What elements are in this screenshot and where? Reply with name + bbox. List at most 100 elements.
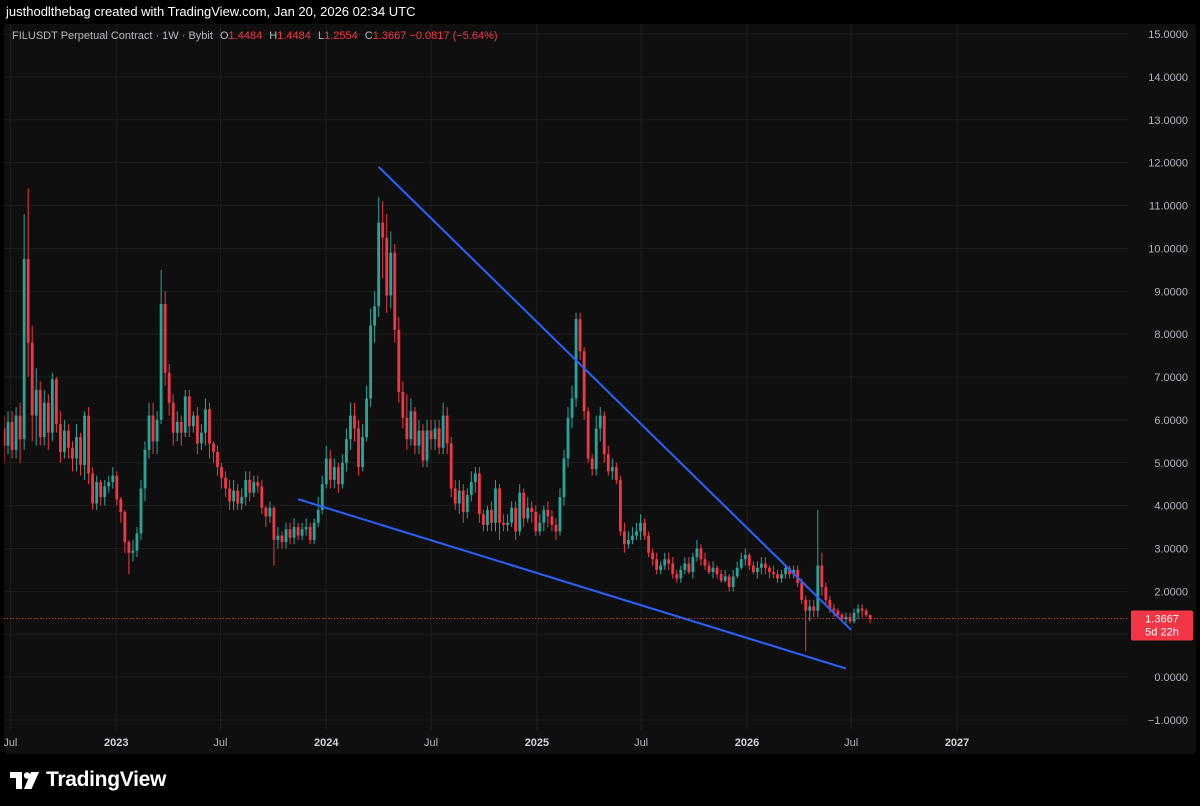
candle-up xyxy=(695,539,699,562)
candle-down xyxy=(328,449,332,489)
candle-body xyxy=(272,507,276,540)
candle-body xyxy=(87,415,91,474)
symbol-legend: FILUSDT Perpetual Contract · 1W · Bybit … xyxy=(12,30,498,42)
candle-body xyxy=(494,488,497,523)
candle-down xyxy=(647,531,650,558)
candle-body xyxy=(590,458,594,470)
candle-up xyxy=(22,214,26,450)
candle-body xyxy=(22,259,26,440)
candle-body xyxy=(566,417,570,459)
candle-body xyxy=(437,428,441,448)
candle-body xyxy=(743,554,747,560)
candle-down xyxy=(58,411,62,463)
candle-down xyxy=(18,402,22,463)
candle-up xyxy=(755,561,759,579)
candle-body xyxy=(812,606,816,611)
candle-body xyxy=(135,533,139,551)
candle-down xyxy=(667,552,671,570)
candle-body xyxy=(212,443,215,453)
candle-down xyxy=(216,445,219,476)
x-tick-label: Jul xyxy=(634,737,648,749)
candle-down xyxy=(747,552,751,570)
candlestick-chart[interactable]: 15.0000 14.0000 13.0000 12.0000 11.0000 10.00… xyxy=(4,24,1196,754)
candle-up xyxy=(276,527,280,549)
candle-down xyxy=(393,244,397,343)
candle-down xyxy=(413,407,417,455)
candle-body xyxy=(393,252,397,330)
y-tick-label: 9.0000 xyxy=(1154,286,1188,298)
candle-body xyxy=(171,402,175,433)
candle-down xyxy=(824,582,828,605)
candle-body xyxy=(336,467,340,485)
y-tick-label: 3.0000 xyxy=(1154,544,1188,556)
candle-body xyxy=(699,548,703,560)
candle-up xyxy=(316,497,320,528)
candle-down xyxy=(582,346,586,420)
candle-body xyxy=(260,486,264,508)
candle-down xyxy=(832,604,836,618)
candle-up xyxy=(14,407,18,459)
y-tick-label: 15.0000 xyxy=(1148,29,1188,41)
candle-body xyxy=(751,565,755,573)
candle-body xyxy=(477,473,481,515)
candle-body xyxy=(421,430,425,461)
candle-down xyxy=(804,595,808,652)
candle-up xyxy=(598,407,602,442)
candle-down xyxy=(151,402,155,455)
candle-down xyxy=(308,522,312,545)
candle-up xyxy=(627,531,630,549)
candle-body xyxy=(304,527,308,530)
candle-down xyxy=(260,479,264,515)
candle-up xyxy=(42,389,46,446)
candle-body xyxy=(405,417,409,440)
candle-body xyxy=(457,490,461,504)
y-tick-label: 5.0000 xyxy=(1154,458,1188,470)
candle-body xyxy=(836,610,840,615)
candle-up xyxy=(542,505,546,532)
candle-body xyxy=(514,507,518,532)
x-tick-label: 2025 xyxy=(525,737,549,749)
candle-up xyxy=(723,569,727,583)
candle-down xyxy=(91,467,95,510)
candle-body xyxy=(401,392,405,418)
candle-body xyxy=(46,402,50,433)
candle-up xyxy=(324,445,328,489)
candle-body xyxy=(248,479,252,493)
candle-up xyxy=(566,407,570,468)
candle-body xyxy=(425,430,429,461)
candle-body xyxy=(445,415,449,444)
candle-body xyxy=(232,490,236,502)
candle-body xyxy=(429,430,433,440)
candle-body xyxy=(389,252,393,296)
candle-body xyxy=(433,428,437,440)
candle-down xyxy=(699,544,703,566)
candle-down xyxy=(220,462,223,489)
candle-body xyxy=(159,304,163,420)
candle-body xyxy=(264,507,268,517)
candle-body xyxy=(538,522,542,532)
candle-down xyxy=(602,411,606,463)
candle-up xyxy=(111,467,115,489)
candle-up xyxy=(199,424,203,450)
candle-body xyxy=(71,447,74,459)
candle-up xyxy=(610,458,614,480)
candle-down xyxy=(671,557,675,579)
trendline-lower xyxy=(297,498,847,670)
candle-up xyxy=(679,565,683,583)
candle-body xyxy=(647,535,650,553)
x-tick-label: Jul xyxy=(213,737,227,749)
legend-symbol: FILUSDT Perpetual Contract · 1W · Bybit xyxy=(12,30,213,42)
candle-down xyxy=(437,419,441,455)
candle-body xyxy=(63,430,66,453)
candle-up xyxy=(731,569,735,592)
candle-body xyxy=(683,563,687,570)
candle-down xyxy=(768,565,771,579)
candle-up xyxy=(635,522,638,540)
y-tick-label: −1.0000 xyxy=(1148,715,1188,727)
candle-up xyxy=(683,557,687,575)
candle-down xyxy=(167,364,171,416)
candle-body xyxy=(768,567,771,573)
chart-panel[interactable]: 15.0000 14.0000 13.0000 12.0000 11.0000 10.00… xyxy=(4,24,1196,754)
tradingview-logo[interactable]: TradingView xyxy=(10,768,166,792)
